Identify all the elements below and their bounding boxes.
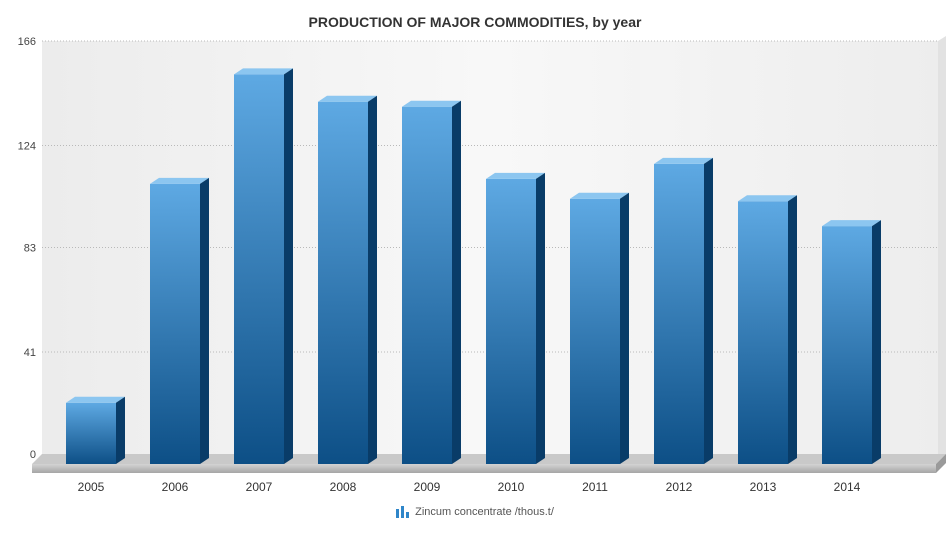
bar-front [738, 201, 788, 465]
bar-front [822, 226, 872, 464]
x-tick-label: 2008 [330, 480, 357, 494]
x-tick-label: 2014 [834, 480, 861, 494]
bar-top [822, 220, 881, 227]
bar-side [116, 396, 125, 464]
bar-2013 [738, 195, 797, 465]
bar-2006 [150, 177, 209, 465]
bar-top [738, 195, 797, 202]
bar-side [788, 195, 797, 465]
bar-side [536, 172, 545, 464]
bar-top [486, 172, 545, 179]
legend-label: Zincum concentrate /thous.t/ [415, 506, 554, 518]
x-tick-label: 2010 [498, 480, 525, 494]
bar-front [486, 178, 536, 464]
bar-front [66, 402, 116, 464]
bar-top [402, 100, 461, 107]
bar-top [654, 157, 713, 164]
bar-top [66, 396, 125, 403]
bar-chart-icon [396, 506, 410, 518]
bar-2007 [234, 68, 293, 465]
bar-front [150, 183, 200, 465]
bar-front [234, 74, 284, 465]
x-tick-label: 2013 [750, 480, 777, 494]
bar-front [654, 163, 704, 465]
y-tick-label: 0 [30, 449, 36, 461]
bar-2008 [318, 95, 377, 465]
bar-2011 [570, 192, 629, 464]
bar-2010 [486, 172, 545, 464]
bar-top [570, 192, 629, 199]
bar-side [284, 68, 293, 465]
legend: Zincum concentrate /thous.t/ [0, 506, 950, 521]
y-tick-label: 166 [18, 36, 36, 48]
x-axis: 2005 2006 2007 2008 2009 2010 2011 2012 2013 2014 [78, 480, 861, 494]
y-axis: 0 41 83 124 166 [18, 36, 36, 461]
bar-side [452, 100, 461, 464]
bar-front [318, 101, 368, 465]
bar-2009 [402, 100, 461, 464]
x-tick-label: 2012 [666, 480, 693, 494]
y-tick-label: 83 [24, 243, 36, 255]
bar-front [402, 106, 452, 464]
x-tick-label: 2007 [246, 480, 273, 494]
chart-floor-side [936, 454, 946, 473]
bar-side [620, 192, 629, 464]
bar-top [318, 95, 377, 102]
bar-front [570, 198, 620, 464]
bar-side [704, 157, 713, 465]
bar-2012 [654, 157, 713, 465]
bar-2005 [66, 396, 125, 464]
bar-top [150, 177, 209, 184]
x-tick-label: 2011 [582, 480, 608, 494]
plot-right-wall [938, 36, 946, 460]
x-tick-label: 2005 [78, 480, 105, 494]
x-tick-label: 2006 [162, 480, 189, 494]
chart-floor-front [32, 464, 936, 473]
bar-side [872, 220, 881, 464]
bar-side [200, 177, 209, 465]
bar-2014 [822, 220, 881, 464]
bar-side [368, 95, 377, 465]
x-tick-label: 2009 [414, 480, 441, 494]
bars [66, 68, 881, 465]
y-tick-label: 41 [24, 347, 36, 359]
y-tick-label: 124 [18, 140, 36, 152]
chart-title: PRODUCTION OF MAJOR COMMODITIES, by year [308, 14, 642, 30]
bar-top [234, 68, 293, 75]
